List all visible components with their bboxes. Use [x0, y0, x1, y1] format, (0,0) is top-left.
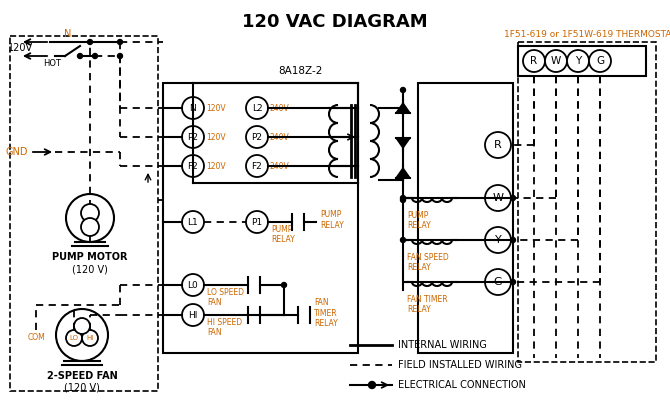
Text: L0: L0: [188, 280, 198, 290]
Text: (120 V): (120 V): [64, 383, 100, 393]
Text: 240V: 240V: [270, 103, 289, 112]
Text: HOT: HOT: [43, 59, 61, 68]
Circle shape: [485, 227, 511, 253]
Circle shape: [523, 50, 545, 72]
Text: W: W: [551, 56, 561, 66]
Circle shape: [281, 282, 287, 287]
Circle shape: [81, 204, 99, 222]
Text: Y: Y: [494, 235, 501, 245]
Circle shape: [369, 382, 375, 388]
Text: N: N: [64, 29, 72, 39]
Text: LO SPEED
FAN: LO SPEED FAN: [207, 288, 244, 308]
Text: PUMP
RELAY: PUMP RELAY: [320, 210, 344, 230]
Circle shape: [182, 155, 204, 177]
Circle shape: [117, 39, 123, 44]
Text: 1F51-619 or 1F51W-619 THERMOSTAT: 1F51-619 or 1F51W-619 THERMOSTAT: [504, 29, 670, 39]
Bar: [163, 83, 358, 353]
Circle shape: [182, 211, 204, 233]
Circle shape: [401, 197, 405, 202]
Text: L2: L2: [252, 103, 263, 112]
Circle shape: [246, 97, 268, 119]
Circle shape: [92, 54, 98, 59]
Circle shape: [511, 279, 515, 285]
Circle shape: [485, 185, 511, 211]
Circle shape: [182, 97, 204, 119]
Text: 120V: 120V: [206, 132, 226, 142]
Text: R: R: [494, 140, 502, 150]
Text: 120V: 120V: [8, 43, 33, 53]
Text: (120 V): (120 V): [72, 264, 108, 274]
Text: 240V: 240V: [270, 132, 289, 142]
Text: P2: P2: [251, 132, 263, 142]
Text: FAN TIMER
RELAY: FAN TIMER RELAY: [407, 295, 448, 314]
Circle shape: [74, 318, 90, 334]
Text: F2: F2: [252, 161, 263, 171]
Text: N: N: [190, 103, 196, 112]
Text: GND: GND: [5, 147, 28, 157]
Bar: [418, 83, 513, 353]
Circle shape: [246, 155, 268, 177]
Circle shape: [66, 330, 82, 346]
Text: L1: L1: [188, 217, 198, 227]
Text: FAN
TIMER
RELAY: FAN TIMER RELAY: [314, 298, 338, 328]
Text: ELECTRICAL CONNECTION: ELECTRICAL CONNECTION: [398, 380, 526, 390]
Text: 8A18Z-2: 8A18Z-2: [278, 66, 322, 76]
Text: W: W: [492, 193, 503, 203]
Text: FAN SPEED
RELAY: FAN SPEED RELAY: [407, 253, 449, 272]
Bar: [518, 46, 646, 76]
Text: G: G: [494, 277, 502, 287]
Circle shape: [401, 88, 405, 93]
Polygon shape: [396, 168, 410, 178]
Text: F2: F2: [188, 161, 198, 171]
Text: COM: COM: [27, 334, 45, 342]
Text: INTERNAL WIRING: INTERNAL WIRING: [398, 340, 487, 350]
Text: PUMP
RELAY: PUMP RELAY: [407, 211, 431, 230]
Text: PUMP MOTOR: PUMP MOTOR: [52, 252, 128, 262]
Circle shape: [82, 330, 98, 346]
Circle shape: [485, 269, 511, 295]
Circle shape: [117, 54, 123, 59]
Circle shape: [81, 218, 99, 236]
Circle shape: [589, 50, 611, 72]
Text: 120 VAC DIAGRAM: 120 VAC DIAGRAM: [242, 13, 428, 31]
Text: HI: HI: [86, 335, 94, 341]
Circle shape: [246, 126, 268, 148]
Polygon shape: [396, 103, 410, 113]
Circle shape: [88, 39, 92, 44]
Circle shape: [401, 196, 405, 201]
Text: FIELD INSTALLED WIRING: FIELD INSTALLED WIRING: [398, 360, 522, 370]
Text: 120V: 120V: [206, 161, 226, 171]
Text: HI: HI: [188, 310, 198, 320]
Text: PUMP
RELAY: PUMP RELAY: [271, 225, 295, 244]
Text: P2: P2: [188, 132, 198, 142]
Text: 120V: 120V: [206, 103, 226, 112]
Text: Y: Y: [575, 56, 581, 66]
Circle shape: [511, 238, 515, 243]
Circle shape: [182, 274, 204, 296]
Text: P1: P1: [251, 217, 263, 227]
Circle shape: [401, 238, 405, 243]
Circle shape: [246, 211, 268, 233]
Text: HI SPEED
FAN: HI SPEED FAN: [207, 318, 242, 337]
Polygon shape: [396, 138, 410, 148]
Text: LO: LO: [70, 335, 78, 341]
Circle shape: [511, 196, 515, 201]
Circle shape: [182, 304, 204, 326]
Circle shape: [182, 126, 204, 148]
Text: R: R: [531, 56, 537, 66]
Text: 240V: 240V: [270, 161, 289, 171]
Circle shape: [485, 132, 511, 158]
Text: G: G: [596, 56, 604, 66]
Circle shape: [78, 54, 82, 59]
Bar: [518, 42, 656, 362]
Text: 2-SPEED FAN: 2-SPEED FAN: [47, 371, 117, 381]
Circle shape: [567, 50, 589, 72]
Circle shape: [545, 50, 567, 72]
Bar: [10, 36, 158, 391]
